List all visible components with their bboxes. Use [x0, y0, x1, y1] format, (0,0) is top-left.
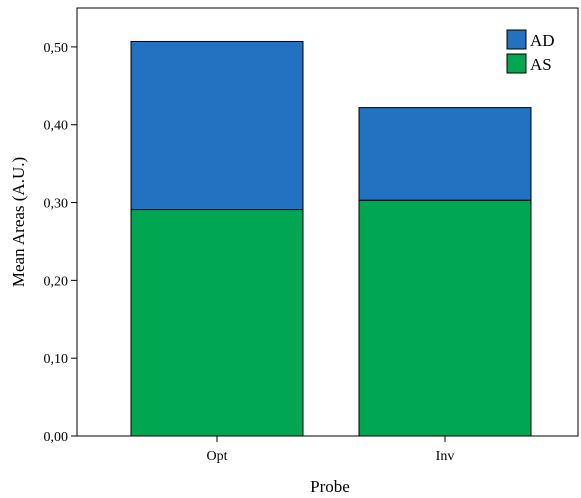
legend: AD AS: [506, 29, 555, 74]
x-tick-label: Opt: [207, 449, 228, 464]
y-axis: 0,00 0,10 0,20 0,30 0,40 0,50: [44, 41, 77, 445]
y-tick-label: 0,40: [44, 119, 69, 134]
legend-swatch-as: [506, 53, 527, 74]
legend-swatch-ad: [506, 29, 527, 50]
bar-opt-as: [130, 209, 304, 437]
legend-label-ad: AD: [530, 31, 555, 50]
y-tick-label: 0,00: [44, 430, 69, 445]
plot-frame: [76, 7, 579, 437]
legend-label-as: AS: [530, 55, 552, 74]
x-axis: Opt Inv: [207, 436, 455, 464]
y-tick-label: 0,10: [44, 352, 69, 367]
x-tick-label: Inv: [436, 449, 455, 464]
y-tick-label: 0,20: [44, 274, 69, 289]
y-axis-title: Mean Areas (A.U.): [9, 157, 28, 287]
bar-opt-ad: [130, 40, 304, 211]
bar-inv-as: [358, 199, 532, 437]
bar-inv-ad: [358, 107, 532, 201]
y-tick-label: 0,50: [44, 41, 69, 56]
x-axis-title: Probe: [310, 477, 350, 496]
bars-group: [130, 40, 532, 437]
y-tick-label: 0,30: [44, 197, 69, 212]
